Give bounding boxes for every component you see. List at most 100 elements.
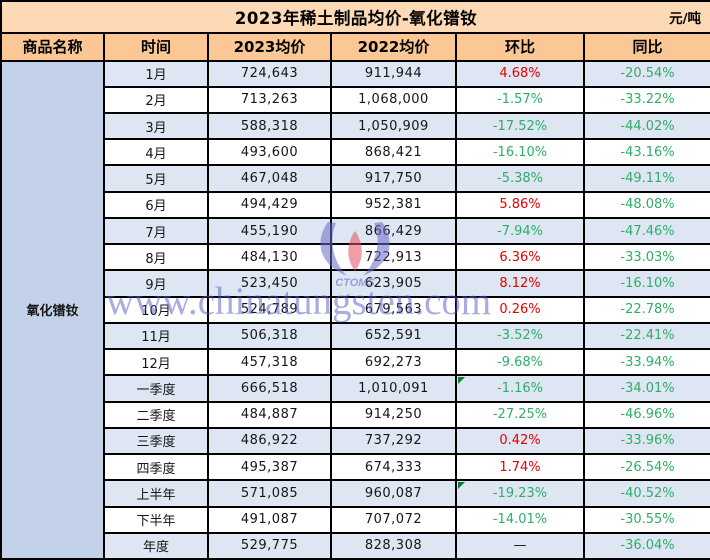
table-row: 11月 506,318 652,591 -3.52% -22.41% [1, 321, 710, 351]
mom-value: -19.23% [492, 485, 548, 501]
unit-label: 元/吨 [669, 11, 702, 28]
avg-2023-cell: 506,318 [207, 321, 332, 351]
avg-2022-cell: 914,250 [330, 400, 457, 429]
avg-2022-cell: 952,381 [330, 190, 457, 219]
mom-cell: 0.42% [455, 426, 585, 456]
table-row: 三季度 486,922 737,292 0.42% -33.96% [1, 426, 710, 456]
table-row: 8月 484,130 722,913 6.36% -33.03% [1, 243, 710, 272]
yoy-cell: -26.54% [582, 453, 710, 482]
yoy-value: -40.52% [620, 485, 675, 501]
mom-cell: -17.52% [455, 111, 585, 141]
yoy-cell: -34.01% [582, 374, 710, 403]
mom-value: 1.74% [499, 459, 541, 475]
mom-cell: 8.12% [455, 269, 585, 298]
avg-2022-cell: 1,050,909 [330, 111, 457, 141]
mom-cell: 5.86% [455, 190, 585, 219]
period-cell: 10月 [103, 295, 209, 324]
col-header-avg-2023: 2023均价 [207, 32, 332, 62]
avg-2022-cell: 623,905 [330, 269, 457, 298]
period-cell: 5月 [103, 164, 209, 193]
mom-value: -14.01% [492, 512, 548, 528]
table-row: 2月 713,263 1,068,000 -1.57% -33.22% [1, 85, 710, 114]
cell-flag-triangle-icon [458, 482, 465, 490]
yoy-cell: -36.04% [582, 531, 710, 560]
table-row: 四季度 495,387 674,333 1.74% -26.54% [1, 453, 710, 482]
mom-cell: 4.68% [455, 59, 585, 88]
yoy-value: -33.96% [620, 433, 675, 449]
table-row: 氧化镨钕 1月 724,643 911,944 4.68% -20.54% [0, 59, 710, 560]
mom-value: -17.52% [492, 118, 548, 134]
mom-cell: -5.38% [455, 164, 585, 193]
mom-cell: -3.52% [455, 321, 585, 351]
mom-value: -3.52% [497, 328, 543, 344]
mom-cell: -9.68% [455, 348, 585, 377]
mom-cell: 1.74% [455, 453, 585, 482]
product-name-cell: 氧化镨钕 [0, 59, 105, 560]
yoy-cell: -46.96% [582, 400, 710, 429]
avg-2023-cell: 724,643 [207, 59, 332, 88]
period-cell: 9月 [103, 269, 209, 298]
col-header-avg-2022: 2022均价 [330, 32, 457, 62]
mom-cell: -7.94% [455, 216, 585, 246]
yoy-cell: -33.03% [582, 243, 710, 272]
period-cell: 下半年 [103, 505, 209, 534]
avg-2022-cell: 722,913 [330, 243, 457, 272]
table-row: 3月 588,318 1,050,909 -17.52% -44.02% [1, 111, 710, 141]
avg-2022-cell: 652,591 [330, 321, 457, 351]
avg-2023-cell: 493,600 [207, 138, 332, 167]
yoy-cell: -33.94% [582, 348, 710, 377]
col-header-mom: 环比 [455, 32, 585, 62]
avg-2023-cell: 495,387 [207, 453, 332, 482]
avg-2023-cell: 467,048 [207, 164, 332, 193]
avg-2023-cell: 713,263 [207, 85, 332, 114]
yoy-value: -30.55% [620, 512, 675, 528]
period-cell: 四季度 [103, 453, 209, 482]
yoy-value: -49.11% [620, 171, 675, 187]
avg-2023-cell: 494,429 [207, 190, 332, 219]
avg-2022-cell: 674,333 [330, 453, 457, 482]
mom-cell: 6.36% [455, 243, 585, 272]
yoy-value: -33.22% [620, 92, 675, 108]
avg-2023-cell: 486,922 [207, 426, 332, 456]
period-cell: 上半年 [103, 479, 209, 508]
period-cell: 2月 [103, 85, 209, 114]
col-header-yoy: 同比 [582, 32, 710, 62]
yoy-cell: -22.41% [582, 321, 710, 351]
period-cell: 8月 [103, 243, 209, 272]
avg-2023-cell: 529,775 [207, 531, 332, 560]
period-cell: 1月 [103, 59, 209, 88]
period-cell: 一季度 [103, 374, 209, 403]
table-row: 9月 523,450 623,905 8.12% -16.10% [1, 269, 710, 298]
avg-2022-cell: 828,308 [330, 531, 457, 560]
table-row: 5月 467,048 917,750 -5.38% -49.11% [1, 164, 710, 193]
yoy-value: -22.78% [620, 302, 675, 318]
title-row: 2023年稀土制品均价-氧化镨钕 元/吨 [0, 0, 710, 35]
avg-2022-cell: 911,944 [330, 59, 457, 88]
mom-value: -27.25% [492, 407, 548, 423]
avg-2022-cell: 679,563 [330, 295, 457, 324]
cell-flag-triangle-icon [458, 377, 465, 385]
avg-2023-cell: 524,789 [207, 295, 332, 324]
yoy-cell: -22.78% [582, 295, 710, 324]
yoy-value: -33.94% [620, 354, 675, 370]
table-row: 12月 457,318 692,273 -9.68% -33.94% [1, 348, 710, 377]
yoy-value: -36.04% [620, 538, 675, 554]
avg-2022-cell: 868,421 [330, 138, 457, 167]
yoy-value: -44.02% [620, 118, 675, 134]
period-cell: 12月 [103, 348, 209, 377]
yoy-cell: -40.52% [582, 479, 710, 508]
table-row: 7月 455,190 866,429 -7.94% -47.46% [1, 216, 710, 246]
yoy-value: -26.54% [620, 459, 675, 475]
avg-2022-cell: 737,292 [330, 426, 457, 456]
avg-2023-cell: 484,130 [207, 243, 332, 272]
mom-value: 8.12% [499, 276, 541, 291]
mom-value: -16.10% [492, 144, 548, 160]
yoy-cell: -30.55% [582, 505, 710, 534]
yoy-value: -16.10% [620, 276, 675, 291]
period-cell: 3月 [103, 111, 209, 141]
table-row: 10月 524,789 679,563 0.26% -22.78% [1, 295, 710, 324]
period-cell: 二季度 [103, 400, 209, 429]
mom-value: 5.86% [499, 197, 541, 213]
table-row: 6月 494,429 952,381 5.86% -48.08% [1, 190, 710, 219]
